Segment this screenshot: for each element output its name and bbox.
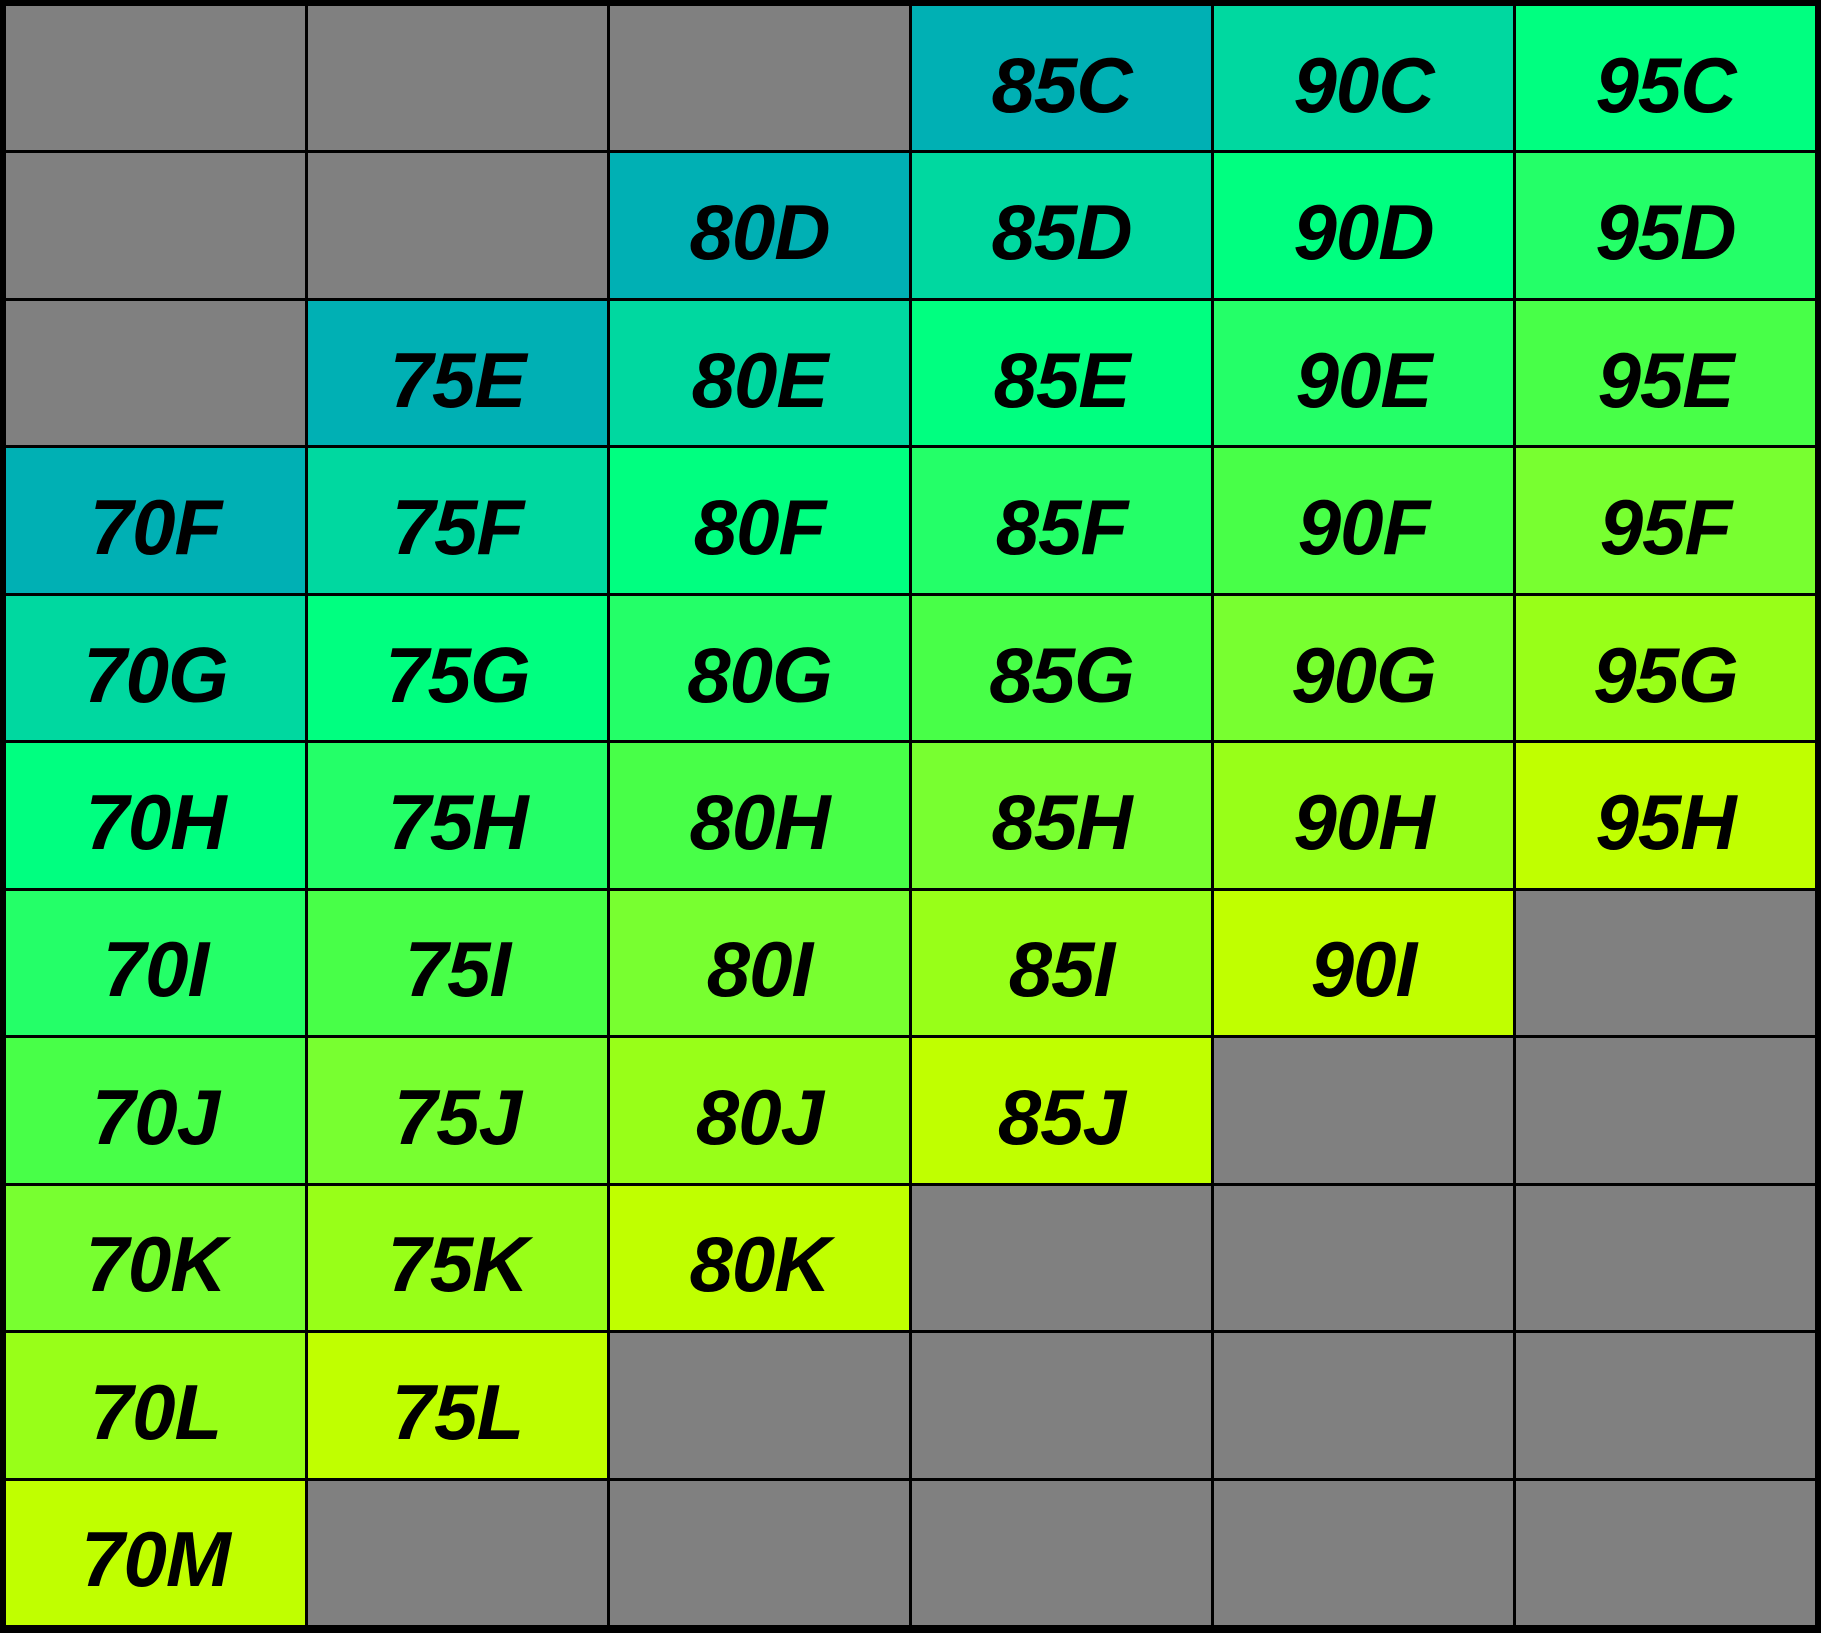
size-cell-90I: 90I <box>1214 890 1513 1036</box>
empty-cell <box>1516 1038 1815 1183</box>
size-cell-85J: 85J <box>912 1038 1211 1183</box>
size-cell-95H: 95H <box>1516 743 1815 888</box>
size-cell-70L: 70L <box>6 1333 305 1478</box>
size-cell-70M: 70M <box>6 1480 305 1625</box>
empty-cell <box>308 153 607 298</box>
size-cell-70I: 70I <box>6 890 305 1036</box>
empty-cell <box>610 1333 909 1478</box>
empty-cell <box>6 153 305 298</box>
empty-cell <box>1516 1480 1815 1625</box>
size-cell-70F: 70F <box>6 448 305 593</box>
empty-cell <box>1516 1185 1815 1331</box>
size-cell-80J: 80J <box>610 1038 909 1183</box>
size-cell-85F: 85F <box>912 448 1211 593</box>
empty-cell <box>1214 1038 1513 1183</box>
empty-cell <box>1516 1333 1815 1478</box>
size-cell-85I: 85I <box>912 890 1211 1036</box>
size-cell-75I: 75I <box>308 890 607 1036</box>
empty-cell <box>1516 890 1815 1036</box>
size-cell-80D: 80D <box>610 153 909 298</box>
size-cell-80E: 80E <box>610 300 909 446</box>
size-cell-80F: 80F <box>610 448 909 593</box>
size-cell-85D: 85D <box>912 153 1211 298</box>
empty-cell <box>912 1480 1211 1625</box>
size-cell-75E: 75E <box>308 300 607 446</box>
empty-cell <box>912 1333 1211 1478</box>
size-cell-95D: 95D <box>1516 153 1815 298</box>
empty-cell <box>308 1480 607 1625</box>
size-cell-85G: 85G <box>912 595 1211 741</box>
empty-cell <box>6 300 305 446</box>
size-cell-70K: 70K <box>6 1185 305 1331</box>
size-cell-90H: 90H <box>1214 743 1513 888</box>
empty-cell <box>610 6 909 151</box>
empty-cell <box>912 1185 1211 1331</box>
size-cell-80K: 80K <box>610 1185 909 1331</box>
size-cell-70J: 70J <box>6 1038 305 1183</box>
empty-cell <box>1214 1333 1513 1478</box>
size-cell-75F: 75F <box>308 448 607 593</box>
size-cell-95F: 95F <box>1516 448 1815 593</box>
size-cell-75H: 75H <box>308 743 607 888</box>
empty-cell <box>6 6 305 151</box>
size-cell-85H: 85H <box>912 743 1211 888</box>
size-cell-75J: 75J <box>308 1038 607 1183</box>
size-cell-85C: 85C <box>912 6 1211 151</box>
size-cell-90C: 90C <box>1214 6 1513 151</box>
size-cell-95E: 95E <box>1516 300 1815 446</box>
empty-cell <box>1214 1480 1513 1625</box>
size-cell-80G: 80G <box>610 595 909 741</box>
size-cell-95C: 95C <box>1516 6 1815 151</box>
size-cell-80H: 80H <box>610 743 909 888</box>
size-cell-75G: 75G <box>308 595 607 741</box>
size-cell-90F: 90F <box>1214 448 1513 593</box>
empty-cell <box>308 6 607 151</box>
size-cell-90D: 90D <box>1214 153 1513 298</box>
size-cell-80I: 80I <box>610 890 909 1036</box>
size-cell-70G: 70G <box>6 595 305 741</box>
size-cell-85E: 85E <box>912 300 1211 446</box>
size-cell-70H: 70H <box>6 743 305 888</box>
size-cell-90E: 90E <box>1214 300 1513 446</box>
size-cell-90G: 90G <box>1214 595 1513 741</box>
size-cell-75K: 75K <box>308 1185 607 1331</box>
size-cell-95G: 95G <box>1516 595 1815 741</box>
size-cell-75L: 75L <box>308 1333 607 1478</box>
empty-cell <box>610 1480 909 1625</box>
empty-cell <box>1214 1185 1513 1331</box>
